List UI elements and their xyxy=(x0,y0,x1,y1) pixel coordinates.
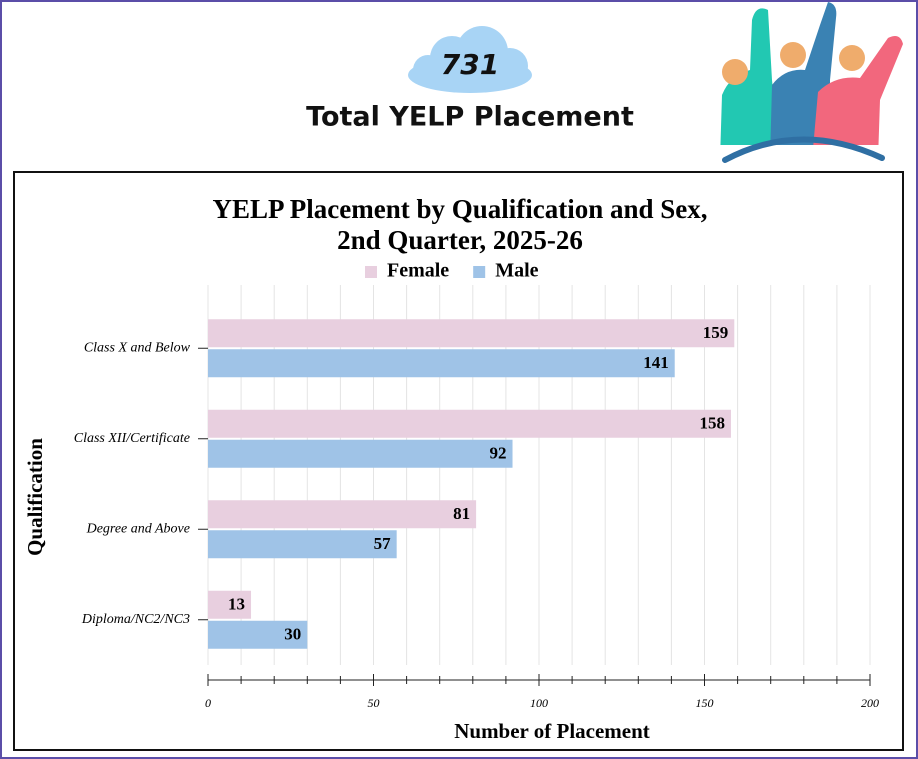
x-axis-title: Number of Placement xyxy=(454,719,650,743)
data-label: 141 xyxy=(643,353,669,372)
chart-title: 2nd Quarter, 2025-26 xyxy=(337,225,583,255)
header-count: 731 xyxy=(441,48,499,81)
y-tick-label: Diploma/NC2/NC3 xyxy=(81,612,190,627)
bar xyxy=(208,349,675,377)
legend-label: Male xyxy=(495,260,538,282)
data-label: 158 xyxy=(699,414,725,433)
bar xyxy=(208,319,734,347)
data-label: 13 xyxy=(228,595,245,614)
data-label: 81 xyxy=(453,504,470,523)
chart-title: YELP Placement by Qualification and Sex, xyxy=(212,194,707,224)
y-tick-label: Class XII/Certificate xyxy=(74,431,190,446)
y-tick-label: Degree and Above xyxy=(86,521,190,536)
page: 731 Total YELP Placement YELP Placement … xyxy=(0,0,918,759)
screen: 731 Total YELP Placement YELP Placement … xyxy=(0,0,918,759)
bar xyxy=(208,530,397,558)
x-tick-label: 100 xyxy=(530,696,548,710)
y-axis-title: Qualification xyxy=(23,438,47,556)
bar xyxy=(208,440,513,468)
legend-label: Female xyxy=(387,260,449,282)
x-tick-label: 50 xyxy=(368,696,380,710)
data-label: 92 xyxy=(490,444,507,463)
x-tick-label: 0 xyxy=(205,696,211,710)
legend-swatch xyxy=(365,266,377,278)
y-tick-label: Class X and Below xyxy=(84,340,191,355)
header-title: Total YELP Placement xyxy=(306,102,634,133)
data-label: 30 xyxy=(284,625,301,644)
legend-swatch xyxy=(473,266,485,278)
data-label: 57 xyxy=(374,534,392,553)
data-label: 159 xyxy=(703,323,729,342)
x-tick-label: 150 xyxy=(696,696,714,710)
bar xyxy=(208,410,731,438)
x-tick-label: 200 xyxy=(861,696,879,710)
bar xyxy=(208,500,476,528)
